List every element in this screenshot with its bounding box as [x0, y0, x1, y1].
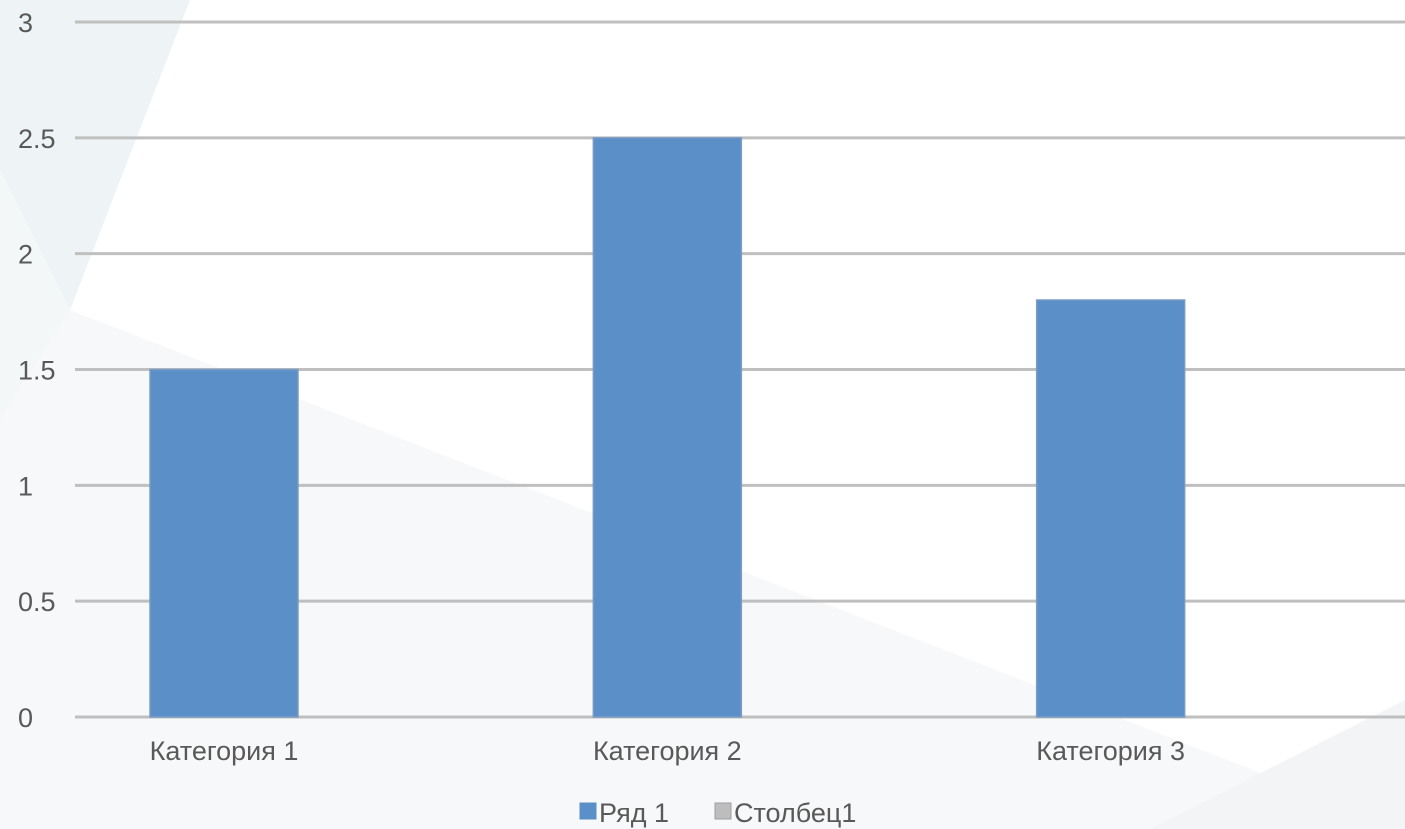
- bars: [149, 137, 1186, 718]
- x-category-label: Категория 3: [1036, 736, 1185, 766]
- y-axis-ticks: 0 0.5 1 1.5 2 2.5 3: [18, 8, 56, 733]
- x-axis-labels: Категория 1 Категория 2 Категория 3: [150, 736, 1185, 766]
- legend-swatch: [579, 802, 597, 820]
- bar-series-1: [1035, 299, 1186, 718]
- bar-series-1: [149, 368, 299, 718]
- y-tick-label: 3: [18, 8, 33, 38]
- x-category-label: Категория 2: [593, 736, 742, 766]
- legend: Ряд 1 Столбец1: [579, 798, 856, 828]
- x-category-label: Категория 1: [150, 736, 299, 766]
- y-tick-label: 1.5: [18, 356, 56, 386]
- legend-swatch: [714, 802, 732, 820]
- y-tick-label: 2.5: [18, 124, 56, 154]
- y-tick-label: 0.5: [18, 587, 56, 617]
- y-tick-label: 0: [18, 703, 33, 733]
- bar-series-1: [592, 137, 743, 718]
- y-tick-label: 1: [18, 471, 33, 501]
- y-tick-label: 2: [18, 240, 33, 270]
- legend-label: Ряд 1: [599, 798, 669, 828]
- legend-label: Столбец1: [734, 798, 856, 828]
